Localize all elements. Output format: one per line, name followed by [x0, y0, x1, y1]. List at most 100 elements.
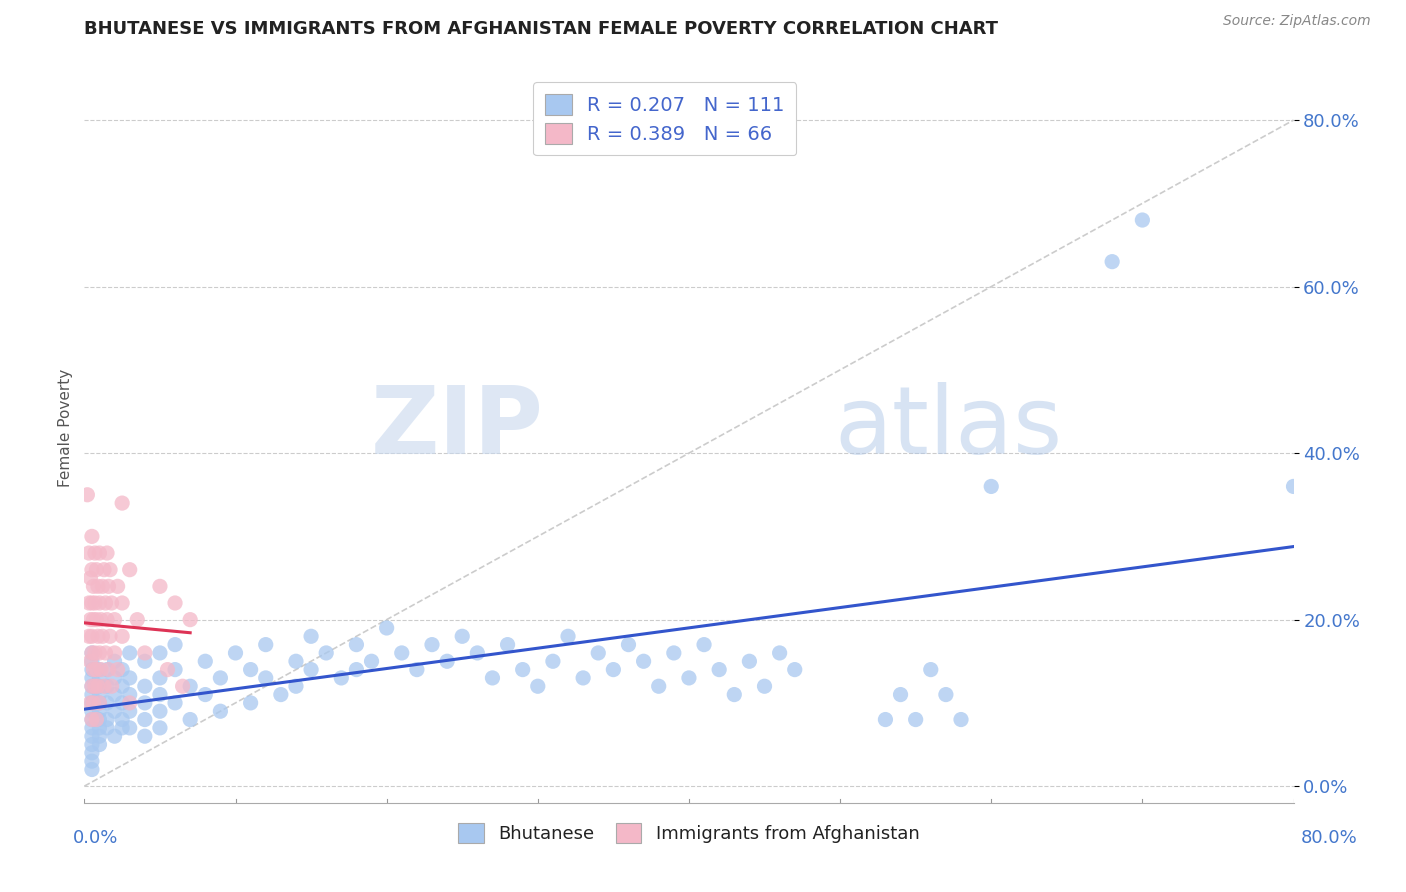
Point	[239, 696, 262, 710]
Point	[980, 479, 1002, 493]
Point	[93, 563, 115, 577]
Point	[527, 679, 550, 693]
Point	[149, 579, 172, 593]
Point	[80, 663, 103, 677]
Point	[80, 679, 103, 693]
Point	[89, 671, 111, 685]
Point	[80, 679, 103, 693]
Point	[80, 563, 103, 577]
Point	[91, 629, 114, 643]
Point	[617, 638, 640, 652]
Point	[156, 663, 179, 677]
Point	[1101, 254, 1123, 268]
Point	[80, 746, 103, 760]
Point	[104, 671, 127, 685]
Point	[89, 721, 111, 735]
Point	[149, 671, 172, 685]
Point	[80, 688, 103, 702]
Point	[678, 671, 700, 685]
Point	[179, 713, 201, 727]
Point	[89, 688, 111, 702]
Point	[80, 763, 103, 777]
Point	[77, 629, 100, 643]
Point	[194, 654, 217, 668]
Text: ZIP: ZIP	[371, 382, 544, 475]
Point	[80, 713, 103, 727]
Point	[134, 696, 156, 710]
Point	[86, 663, 108, 677]
Text: 80.0%: 80.0%	[1301, 829, 1357, 847]
Point	[165, 638, 187, 652]
Point	[104, 654, 127, 668]
Point	[557, 629, 579, 643]
Point	[950, 713, 973, 727]
Point	[134, 654, 156, 668]
Point	[572, 671, 595, 685]
Point	[451, 629, 474, 643]
Point	[127, 613, 149, 627]
Point	[375, 621, 398, 635]
Point	[80, 646, 103, 660]
Point	[98, 563, 121, 577]
Point	[89, 696, 111, 710]
Point	[512, 663, 534, 677]
Point	[104, 646, 127, 660]
Point	[91, 579, 114, 593]
Point	[648, 679, 671, 693]
Point	[172, 679, 194, 693]
Point	[209, 671, 232, 685]
Point	[588, 646, 610, 660]
Point	[111, 721, 134, 735]
Legend: Bhutanese, Immigrants from Afghanistan: Bhutanese, Immigrants from Afghanistan	[451, 815, 927, 850]
Point	[80, 654, 103, 668]
Point	[165, 663, 187, 677]
Point	[225, 646, 247, 660]
Point	[80, 721, 103, 735]
Point	[111, 663, 134, 677]
Y-axis label: Female Poverty: Female Poverty	[58, 369, 73, 487]
Point	[80, 713, 103, 727]
Point	[315, 646, 337, 660]
Point	[118, 721, 141, 735]
Point	[904, 713, 927, 727]
Point	[104, 704, 127, 718]
Point	[179, 613, 201, 627]
Point	[194, 688, 217, 702]
Point	[118, 563, 141, 577]
Point	[96, 679, 118, 693]
Point	[111, 596, 134, 610]
Point	[633, 654, 655, 668]
Point	[82, 696, 104, 710]
Point	[80, 704, 103, 718]
Point	[285, 654, 308, 668]
Point	[118, 688, 141, 702]
Point	[79, 613, 101, 627]
Point	[82, 663, 104, 677]
Point	[79, 571, 101, 585]
Point	[420, 638, 443, 652]
Point	[179, 679, 201, 693]
Point	[90, 663, 112, 677]
Point	[436, 654, 458, 668]
Point	[80, 529, 103, 543]
Point	[346, 663, 368, 677]
Point	[89, 713, 111, 727]
Point	[118, 646, 141, 660]
Point	[89, 679, 111, 693]
Point	[783, 663, 806, 677]
Point	[541, 654, 564, 668]
Point	[84, 546, 107, 560]
Point	[97, 663, 120, 677]
Point	[738, 654, 761, 668]
Point	[134, 713, 156, 727]
Point	[87, 629, 110, 643]
Point	[723, 688, 745, 702]
Point	[149, 721, 172, 735]
Point	[149, 704, 172, 718]
Point	[118, 704, 141, 718]
Point	[254, 671, 277, 685]
Point	[935, 688, 957, 702]
Point	[80, 629, 103, 643]
Point	[920, 663, 942, 677]
Point	[89, 596, 111, 610]
